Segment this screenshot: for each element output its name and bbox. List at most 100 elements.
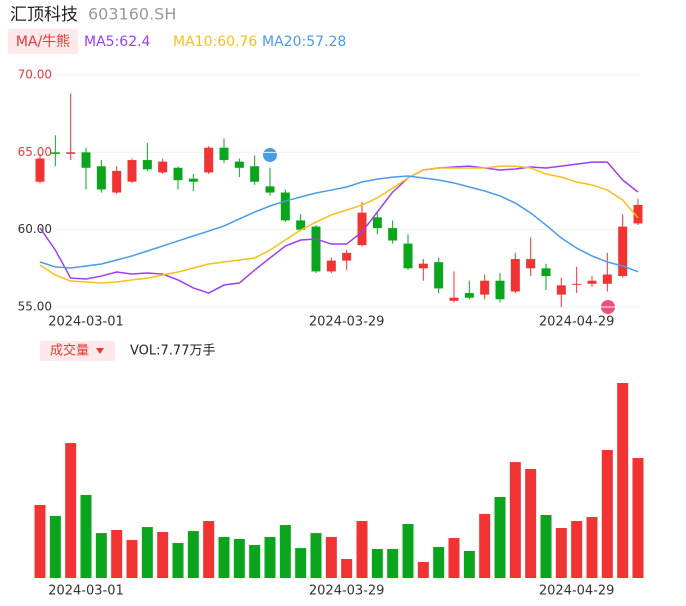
candle-body	[96, 166, 106, 190]
stock-code: 603160.SH	[88, 5, 176, 24]
stock-name: 汇顶科技	[10, 5, 78, 25]
vol-label: VOL:7.77万手	[130, 344, 215, 359]
x-tick-label: 2024-04-29	[539, 315, 615, 330]
x-tick-label: 2024-03-29	[309, 315, 385, 330]
volume-bar	[586, 517, 598, 578]
volume-bar	[218, 536, 230, 578]
volume-bar	[279, 525, 291, 578]
candle-body	[188, 178, 198, 182]
candle-body	[418, 263, 428, 269]
volume-bar	[295, 548, 307, 578]
volume-bar	[249, 544, 261, 578]
candle-body	[357, 212, 367, 246]
candle-body	[449, 297, 459, 301]
volume-bar	[601, 450, 613, 578]
legend-entry: MA20:57.28	[262, 34, 346, 50]
volume-bar	[555, 527, 567, 578]
volume-bar	[356, 521, 368, 578]
volume-bar	[203, 521, 215, 578]
candle-body	[173, 167, 183, 181]
volume-bar	[387, 548, 399, 578]
legend-entry: MA10:60.76	[173, 34, 257, 50]
event-icon[interactable]	[263, 148, 277, 162]
candle-body	[602, 274, 612, 284]
volume-bar	[402, 523, 414, 578]
volume-bar	[34, 504, 46, 578]
candle-body	[158, 161, 168, 173]
ma-line	[39, 165, 639, 284]
volume-bar	[49, 515, 61, 578]
volume-bar	[571, 521, 583, 578]
x-tick-label: 2024-03-01	[48, 315, 124, 330]
candle-body	[388, 228, 398, 241]
volume-bar	[172, 542, 184, 578]
candle-body	[556, 285, 566, 295]
candle-body	[112, 170, 122, 193]
x-tick-label: 2024-04-29	[539, 584, 615, 599]
volume-bar	[80, 494, 92, 578]
candle-body	[204, 147, 214, 173]
volume-bar	[540, 515, 552, 578]
ma-button[interactable]: MA/牛熊	[16, 34, 70, 50]
candle-body	[480, 280, 490, 295]
ma-line	[39, 175, 639, 273]
volume-bar	[95, 533, 107, 578]
candle-body	[127, 160, 137, 182]
dropdown-arrow[interactable]	[96, 348, 104, 354]
x-tick-label: 2024-03-29	[309, 584, 385, 599]
candle-body	[541, 268, 551, 277]
candle-body	[403, 243, 413, 269]
candle-body	[495, 280, 505, 300]
y-tick-label: 55.00	[18, 300, 52, 314]
candle-body	[434, 262, 444, 289]
volume-bar	[632, 458, 644, 578]
candle-body	[280, 192, 290, 221]
candle-body	[633, 204, 643, 224]
candle-body	[572, 283, 582, 285]
volume-bar	[341, 559, 353, 578]
candle-body	[311, 226, 321, 272]
candle-body	[587, 280, 597, 284]
candle-body	[250, 166, 260, 182]
ma-button-bg[interactable]	[8, 29, 78, 54]
volume-bar	[126, 540, 138, 578]
volume-bar	[157, 531, 169, 578]
y-tick-label: 65.00	[18, 145, 52, 159]
volume-bar	[525, 468, 537, 578]
volume-bar	[187, 531, 199, 578]
candle-body	[35, 158, 45, 182]
candle-body	[142, 160, 152, 170]
volume-bar	[264, 536, 276, 578]
candle-body	[372, 217, 382, 229]
candle-body	[219, 147, 229, 161]
candle-body	[510, 259, 520, 292]
y-tick-label: 60.00	[18, 222, 52, 236]
volume-bar	[509, 462, 521, 578]
y-tick-label: 70.00	[18, 68, 52, 82]
volume-bar	[111, 529, 123, 578]
candle-body	[526, 259, 536, 269]
candle-body	[50, 152, 60, 154]
volume-bar	[310, 533, 322, 578]
volume-bar	[417, 561, 429, 578]
volume-bar	[371, 548, 383, 578]
volume-bar	[479, 513, 491, 578]
volume-bar	[141, 527, 153, 578]
volume-bar	[65, 443, 77, 578]
candle-body	[342, 252, 352, 261]
volume-bar	[325, 536, 337, 578]
legend-entry: MA5:62.4	[84, 34, 151, 50]
candle-body	[265, 186, 275, 193]
ma-line	[39, 161, 639, 294]
vol-button[interactable]: 成交量	[50, 343, 89, 359]
candle-body	[66, 152, 76, 154]
volume-bar	[433, 546, 445, 578]
candle-body	[464, 293, 474, 298]
candle-body	[234, 161, 244, 168]
volume-bar	[617, 383, 629, 578]
candle-body	[618, 226, 628, 277]
vol-button-bg[interactable]	[40, 341, 115, 361]
candle-body	[326, 260, 336, 272]
